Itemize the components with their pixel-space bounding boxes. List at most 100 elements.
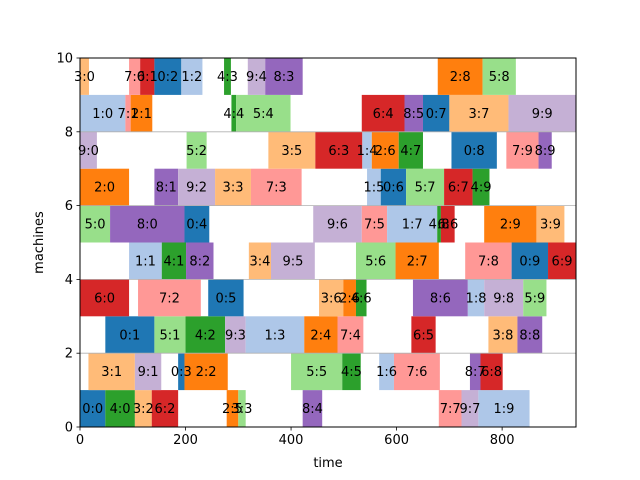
task-bar — [484, 205, 537, 243]
task-label: 2:4 — [310, 328, 331, 343]
task-label: 0:1 — [119, 328, 140, 343]
task-label: 3:0 — [74, 70, 95, 85]
task-label: 5:8 — [489, 70, 510, 85]
task-bar — [130, 94, 153, 132]
task-label: 9:5 — [282, 254, 303, 269]
task-label: 0:3 — [171, 365, 192, 380]
y-tick-label: 4 — [65, 273, 73, 288]
task-bar — [140, 58, 155, 95]
task-bar — [231, 94, 237, 132]
task-bar — [80, 279, 130, 317]
task-label: 2:6 — [375, 144, 396, 159]
task-label: 8:6 — [430, 291, 451, 306]
task-label: 7:6 — [406, 365, 427, 380]
task-label: 8:1 — [156, 181, 177, 196]
y-tick-label: 6 — [65, 199, 73, 214]
task-label: 5:6 — [365, 254, 386, 269]
task-label: 3:1 — [101, 365, 122, 380]
task-bar — [271, 242, 315, 280]
task-bar — [186, 242, 214, 280]
task-bar — [125, 94, 131, 132]
task-bar — [80, 168, 130, 206]
task-label: 5:7 — [415, 181, 436, 196]
task-bar — [129, 58, 141, 95]
task-bar — [134, 390, 152, 427]
x-tick-label: 800 — [490, 433, 515, 448]
task-bar — [291, 353, 343, 391]
task-label: 4:7 — [400, 144, 421, 159]
y-tick-label: 8 — [65, 125, 73, 140]
task-label: 5:0 — [85, 218, 106, 233]
plot-area: 0:0 4:0 3:2 6:2 2:53:3 8:4 7:79:7 1:93:1 9:1 0:3 2… — [74, 57, 577, 428]
task-bar — [472, 168, 490, 206]
task-bar — [449, 94, 509, 132]
task-bar — [337, 316, 364, 354]
task-bar — [154, 168, 179, 206]
task-bar — [215, 168, 251, 206]
task-bar — [88, 353, 135, 391]
task-bar — [161, 242, 187, 280]
task-label: 7:2 — [159, 291, 180, 306]
task-bar — [451, 131, 497, 169]
task-bar — [361, 205, 388, 243]
task-bar — [110, 205, 185, 243]
task-label: 8:0 — [137, 218, 158, 233]
task-bar — [379, 353, 394, 391]
task-label: 5:5 — [306, 365, 327, 380]
task-label: 6:4 — [373, 107, 394, 122]
task-bar — [355, 279, 367, 317]
task-bar — [105, 316, 155, 354]
task-bar — [395, 242, 439, 280]
task-bar — [411, 316, 436, 354]
x-tick-label: 0 — [76, 433, 84, 448]
task-label: 7:7 — [440, 402, 461, 417]
task-bar — [129, 242, 162, 280]
task-bar — [412, 279, 468, 317]
task-bar — [208, 279, 244, 317]
task-label: 4:2 — [195, 328, 216, 343]
task-label: 8:7 — [465, 365, 486, 380]
task-bar — [250, 168, 302, 206]
task-label: 6:6 — [437, 218, 458, 233]
task-bar — [247, 58, 266, 95]
task-label: 7:9 — [512, 144, 533, 159]
y-axis-title: machines — [32, 211, 47, 274]
task-label: 1:1 — [135, 254, 156, 269]
task-label: 6:2 — [154, 402, 175, 417]
task-bar — [178, 353, 185, 391]
task-bar — [404, 94, 423, 132]
task-label: 5:1 — [160, 328, 181, 343]
task-label: 6:8 — [481, 365, 502, 380]
y-tick-label: 0 — [65, 421, 73, 436]
task-label: 1:8 — [466, 291, 487, 306]
task-bar — [469, 353, 481, 391]
task-label: 5:4 — [253, 107, 274, 122]
task-bar — [154, 58, 182, 95]
task-label: 9:9 — [532, 107, 553, 122]
task-label: 9:6 — [327, 218, 348, 233]
task-bar — [342, 353, 361, 391]
task-label: 3:9 — [540, 218, 561, 233]
task-bar — [517, 316, 543, 354]
task-label: 6:0 — [94, 291, 115, 306]
x-tick-label: 600 — [384, 433, 409, 448]
task-label: 3:5 — [281, 144, 302, 159]
task-bar — [523, 279, 547, 317]
task-label: 0:0 — [82, 402, 103, 417]
task-bar — [319, 279, 344, 317]
task-label: 6:1 — [137, 70, 158, 85]
task-bar — [482, 58, 516, 95]
task-bar — [80, 205, 111, 243]
task-label: 0:8 — [464, 144, 485, 159]
task-bar — [186, 131, 207, 169]
plot-frame — [79, 57, 577, 428]
task-bar — [380, 168, 407, 206]
task-bar — [105, 390, 135, 427]
task-bar — [80, 58, 89, 95]
task-bar — [488, 316, 518, 354]
task-bar — [508, 94, 576, 132]
task-label: 1:6 — [376, 365, 397, 380]
task-label: 4:1 — [163, 254, 184, 269]
task-label: 1:3 — [265, 328, 286, 343]
task-label: 8:5 — [403, 107, 424, 122]
